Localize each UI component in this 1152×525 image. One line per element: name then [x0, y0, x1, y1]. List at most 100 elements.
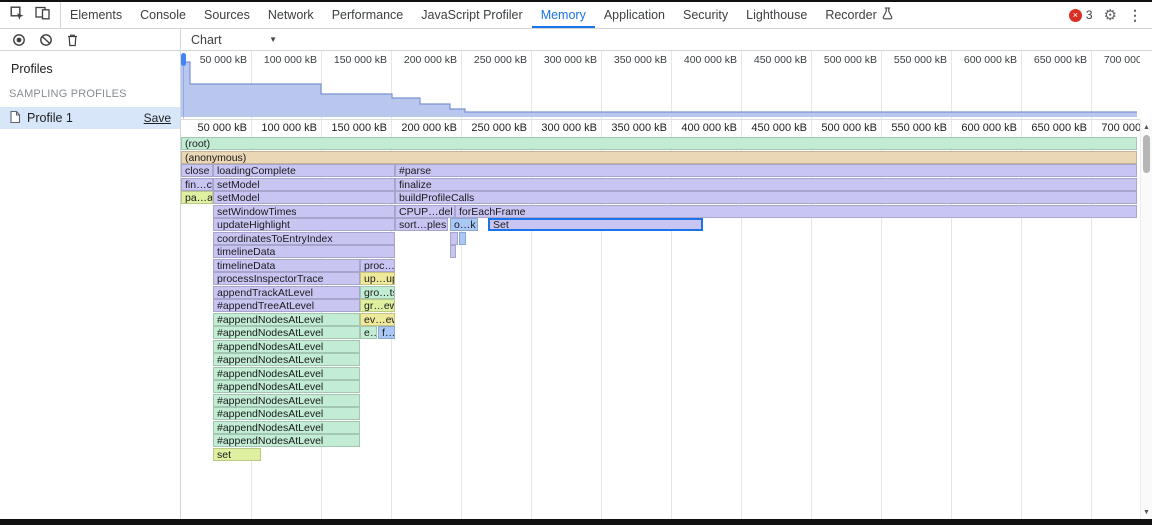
inspect-element-button[interactable]	[5, 4, 29, 26]
memory-size-label: 300 000 kB	[541, 122, 597, 134]
vertical-scrollbar[interactable]: ▲ ▼	[1140, 120, 1152, 519]
tab-security[interactable]: Security	[674, 2, 737, 28]
tab-application[interactable]: Application	[595, 2, 674, 28]
device-toolbar-button[interactable]	[31, 4, 55, 26]
panel-tabs: Elements Console Sources Network Perform…	[61, 2, 902, 28]
delete-profile-button[interactable]	[66, 33, 79, 47]
flame-bar[interactable]: timelineData	[213, 258, 360, 272]
sampling-profiles-header: SAMPLING PROFILES	[9, 88, 127, 100]
memory-size-label: 550 000 kB	[891, 122, 947, 134]
overview-left-handle[interactable]	[181, 53, 186, 66]
flame-bar[interactable]: timelineData	[213, 245, 395, 258]
tab-lighthouse[interactable]: Lighthouse	[737, 2, 816, 28]
memory-size-label: 50 000 kB	[197, 122, 247, 134]
settings-gear-icon[interactable]: ⚙	[1103, 7, 1117, 24]
flame-bar[interactable]: setWindowTimes	[213, 204, 395, 218]
flame-bar[interactable]: (root)	[181, 137, 1137, 150]
tab-console[interactable]: Console	[131, 2, 195, 28]
flame-bar[interactable]: CPUP…del	[395, 204, 455, 218]
flame-bar[interactable]: #appendNodesAtLevel	[213, 420, 360, 434]
tab-elements[interactable]: Elements	[61, 2, 131, 28]
sidebar-item-profile-1[interactable]: Profile 1 Save	[0, 107, 180, 129]
flame-bar[interactable]: setModel	[213, 177, 395, 191]
tab-javascript-profiler[interactable]: JavaScript Profiler	[412, 2, 531, 28]
flame-bar[interactable]: appendTrackAtLevel	[213, 285, 360, 299]
flame-bar-selected[interactable]: Set	[488, 218, 703, 231]
flame-bar[interactable]: e…	[360, 326, 377, 339]
profiles-sidebar: Profiles SAMPLING PROFILES Profile 1 Sav…	[0, 51, 181, 519]
experiment-flask-icon	[882, 7, 893, 23]
record-heap-profile-button[interactable]	[12, 33, 26, 47]
flame-bar[interactable]	[459, 231, 466, 245]
view-mode-select[interactable]: Chart ▼	[181, 29, 287, 50]
flame-bar[interactable]: #parse	[395, 164, 1137, 177]
save-profile-link[interactable]: Save	[143, 111, 171, 125]
scroll-down-arrow[interactable]: ▼	[1143, 508, 1150, 516]
flame-bar[interactable]: fin…ce	[181, 177, 213, 191]
flame-bar[interactable]: updateHighlight	[213, 218, 395, 231]
flame-bar[interactable]: finalize	[395, 177, 1137, 191]
flame-bar[interactable]: ev…ew	[360, 312, 395, 326]
tab-sources[interactable]: Sources	[195, 2, 259, 28]
view-mode-value: Chart	[191, 32, 222, 47]
flame-bar[interactable]: buildProfileCalls	[395, 191, 1137, 204]
memory-size-label: 600 000 kB	[961, 122, 1017, 134]
tab-performance[interactable]: Performance	[323, 2, 413, 28]
gridline	[601, 120, 602, 519]
gridline	[531, 120, 532, 519]
tabbar-right-group: × 3 ⚙ ⋮	[1068, 2, 1152, 28]
flame-bar[interactable]	[450, 231, 458, 245]
flame-bar[interactable]: pa…at	[181, 191, 213, 204]
flame-bar[interactable]: #appendNodesAtLevel	[213, 353, 360, 366]
flame-bar[interactable]: o…k	[450, 218, 478, 231]
flame-bar[interactable]: #appendNodesAtLevel	[213, 339, 360, 353]
memory-size-label: 200 000 kB	[403, 54, 457, 66]
screen-bottom-edge	[0, 519, 1152, 525]
clear-profiles-button[interactable]	[39, 33, 53, 47]
flame-bar[interactable]: loadingComplete	[213, 164, 395, 177]
flame-bar[interactable]	[450, 245, 456, 258]
inspect-icon	[10, 6, 24, 25]
memory-size-label: 450 000 kB	[751, 122, 807, 134]
flame-bar[interactable]: #appendNodesAtLevel	[213, 434, 360, 447]
flame-chart[interactable]: (root) (anonymous) close loadingComplete #pa…	[181, 137, 1140, 519]
flame-bar[interactable]: #appendTreeAtLevel	[213, 299, 360, 312]
flame-bar[interactable]: sort…ples	[395, 218, 448, 231]
flame-bar[interactable]: #appendNodesAtLevel	[213, 393, 360, 407]
tab-recorder[interactable]: Recorder	[816, 2, 901, 28]
flame-bar[interactable]: #appendNodesAtLevel	[213, 312, 360, 326]
flame-bar[interactable]: up…up	[360, 272, 395, 285]
flame-bar[interactable]: f…r	[378, 326, 395, 339]
tab-network[interactable]: Network	[259, 2, 323, 28]
flame-bar[interactable]: #appendNodesAtLevel	[213, 407, 360, 420]
flame-bar[interactable]: #appendNodesAtLevel	[213, 326, 360, 339]
memory-overview[interactable]: 50 000 kB 100 000 kB 150 000 kB 200 000 kB 2…	[181, 51, 1140, 120]
gridline	[811, 51, 812, 119]
tab-label: Performance	[331, 8, 404, 22]
flame-bar[interactable]: close	[181, 164, 213, 177]
flame-bar[interactable]: #appendNodesAtLevel	[213, 366, 360, 380]
profiles-title: Profiles	[11, 62, 53, 76]
flame-bar[interactable]: proc…ata	[360, 258, 395, 272]
flame-bar[interactable]: set	[213, 447, 261, 461]
scrollbar-thumb[interactable]	[1143, 135, 1150, 173]
memory-size-label: 600 000 kB	[963, 54, 1017, 66]
gridline	[811, 120, 812, 519]
flame-bar[interactable]: gr…ew	[360, 299, 395, 312]
flame-bar[interactable]: setModel	[213, 191, 395, 204]
flame-bar[interactable]: processInspectorTrace	[213, 272, 360, 285]
flame-bar[interactable]: forEachFrame	[455, 204, 1137, 218]
flame-bar[interactable]: coordinatesToEntryIndex	[213, 231, 395, 245]
scroll-up-arrow[interactable]: ▲	[1143, 123, 1150, 131]
memory-size-label: 400 000 kB	[681, 122, 737, 134]
error-count-badge[interactable]: × 3	[1068, 8, 1093, 22]
flame-bar[interactable]: gro…ts	[360, 285, 395, 299]
memory-size-label: 700 000 kB	[1101, 122, 1140, 134]
memory-size-label: 650 000 kB	[1031, 122, 1087, 134]
tab-label: Sources	[203, 8, 250, 22]
flame-bar[interactable]: (anonymous)	[181, 150, 1137, 164]
gridline	[461, 51, 462, 119]
flame-bar[interactable]: #appendNodesAtLevel	[213, 380, 360, 393]
tab-memory[interactable]: Memory	[532, 2, 595, 28]
more-options-menu-icon[interactable]: ⋮	[1128, 6, 1142, 23]
